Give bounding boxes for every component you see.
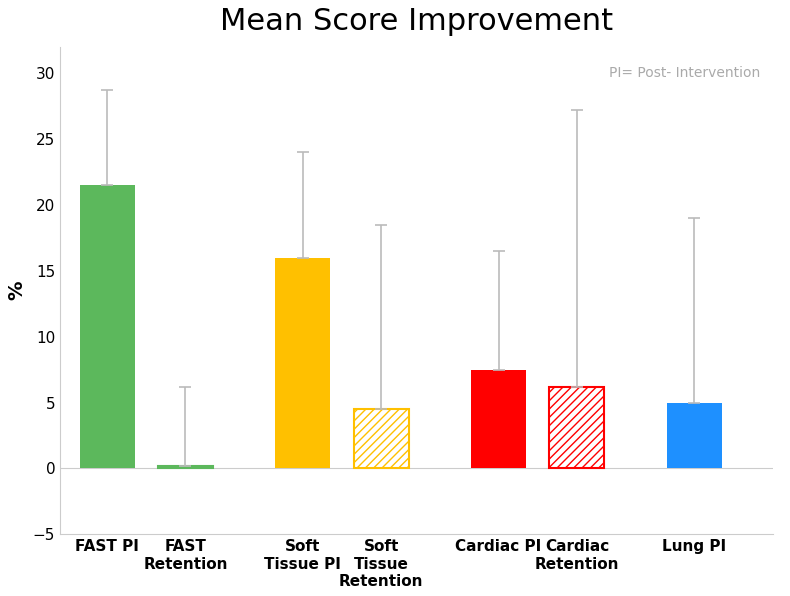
Bar <box>80 185 134 468</box>
Title: Mean Score Improvement: Mean Score Improvement <box>220 7 613 36</box>
Bar <box>276 257 330 468</box>
Text: PI= Post- Intervention: PI= Post- Intervention <box>609 66 760 80</box>
Bar <box>667 402 722 468</box>
Bar <box>354 409 408 468</box>
Bar <box>471 370 526 468</box>
Bar <box>158 466 213 468</box>
Y-axis label: %: % <box>7 281 26 300</box>
Bar <box>550 387 604 468</box>
